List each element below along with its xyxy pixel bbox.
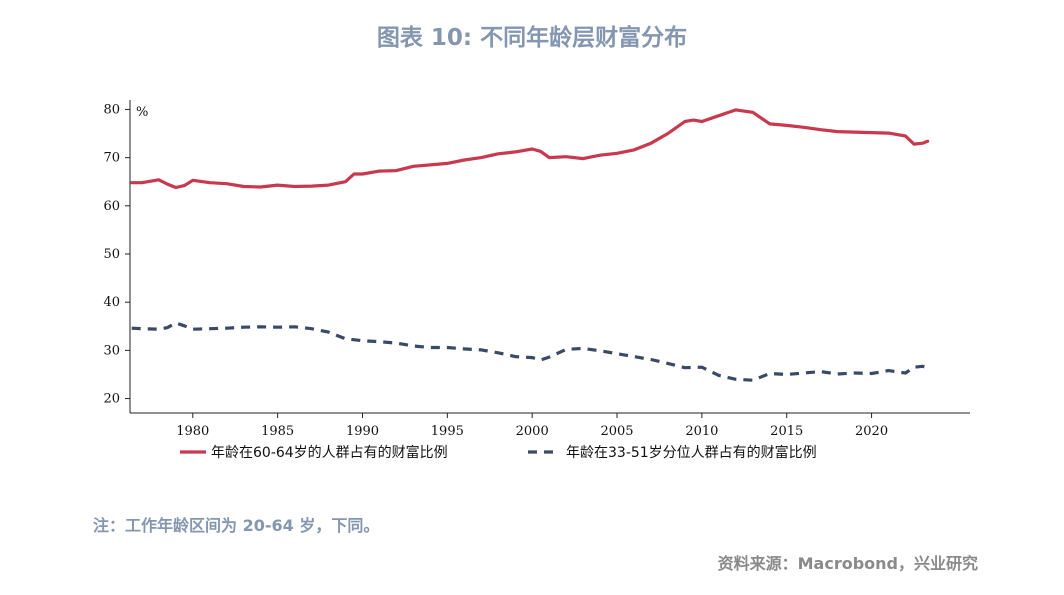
x-tick-label: 2005 [600, 424, 633, 439]
axes [125, 100, 970, 418]
chart-title: 图表 10: 不同年龄层财富分布 [376, 25, 688, 51]
y-tick-label: 60 [103, 199, 120, 214]
tick-labels: 20 30 40 50 60 70 80 1980 1985 1990 1995 2000 2005 20… [103, 102, 888, 439]
legend: 年龄在60-64岁的人群占有的财富比例 年龄在33-51岁分位人群占有的财富比例 [180, 444, 817, 461]
y-tick-label: 30 [103, 343, 120, 358]
series-line-2 [131, 321, 929, 382]
source-label: 资料来源：Macrobond，兴业研究 [717, 554, 978, 573]
series-line-1 [130, 108, 930, 190]
y-tick-label: 80 [103, 102, 120, 117]
x-tick-label: 1980 [176, 424, 209, 439]
x-tick-label: 1985 [261, 424, 294, 439]
y-tick-label: 70 [103, 151, 120, 166]
x-tick-label: 1995 [431, 424, 464, 439]
chart-note: 注：工作年龄区间为 20-64 岁，下同。 [93, 516, 380, 535]
x-tick-label: 2015 [770, 424, 803, 439]
x-tick-label: 1990 [346, 424, 379, 439]
y-tick-label: 20 [103, 392, 120, 407]
y-axis-unit-label: % [136, 105, 148, 120]
y-tick-label: 50 [103, 247, 120, 262]
x-tick-label: 2000 [516, 424, 549, 439]
x-tick-label: 2020 [855, 424, 888, 439]
y-tick-label: 40 [103, 295, 120, 310]
legend-label-2: 年龄在33-51岁分位人群占有的财富比例 [566, 444, 817, 461]
x-tick-label: 2010 [685, 424, 718, 439]
series-lines [130, 108, 930, 382]
legend-label-1: 年龄在60-64岁的人群占有的财富比例 [211, 444, 448, 461]
